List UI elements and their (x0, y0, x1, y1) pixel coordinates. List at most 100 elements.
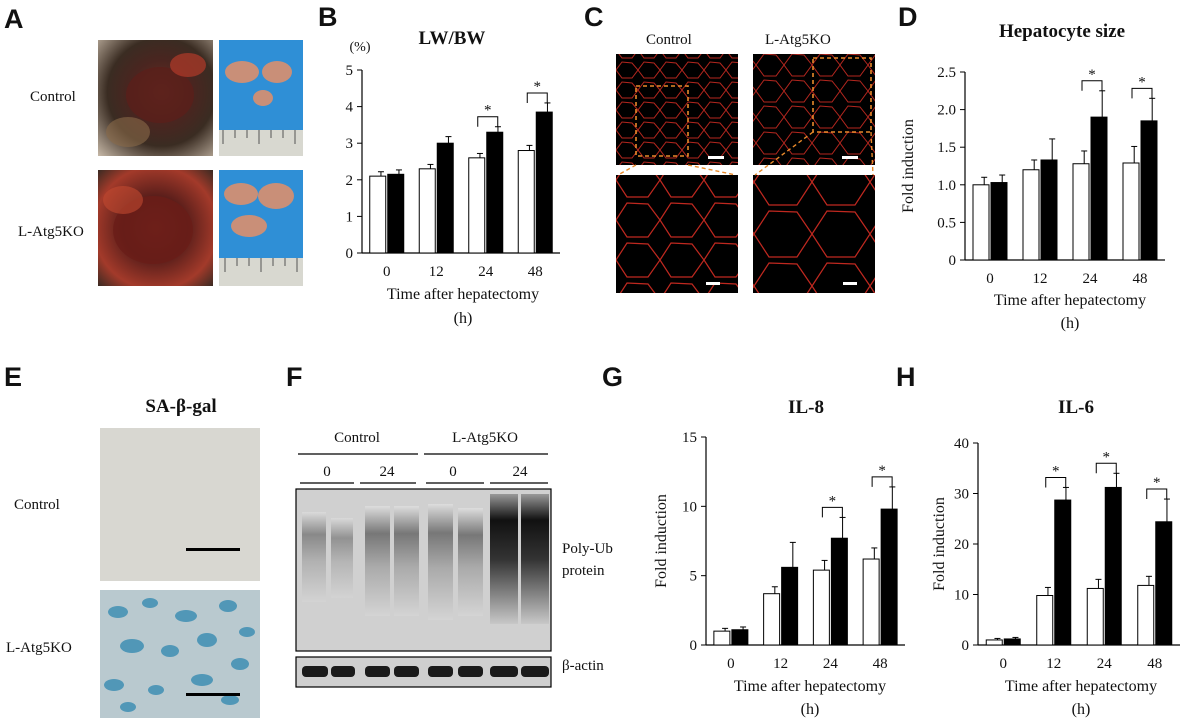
panel-letter-e: E (4, 362, 23, 392)
panel-f-group-ko: L-Atg5KO (452, 430, 518, 446)
chart-d-bar-s0-2 (1072, 163, 1090, 261)
chart-d-bar-s1-3 (1140, 120, 1158, 261)
chart-h-xtick-label-2: 24 (1097, 656, 1113, 672)
panel-c-col-label-control: Control (646, 32, 692, 48)
ko-zoom-box (812, 57, 872, 133)
panel-letter-c: C (584, 2, 604, 32)
chart-b-ytick-label-1: 1 (346, 209, 354, 225)
chart-g-sig-bracket-2 (821, 506, 843, 518)
control-scale-bar-top (708, 156, 724, 159)
chart-d-xunit: (h) (1061, 315, 1080, 332)
chart-d-ytick-label-3: 1.5 (937, 140, 956, 156)
chart-b-sig-bracket-2 (477, 116, 499, 127)
panel-f-band-actin: β-actin (562, 658, 604, 674)
panel-letter-h: H (896, 362, 916, 392)
polyub-smear-1a (302, 512, 326, 602)
panel-letter-b: B (318, 2, 338, 32)
polyub-smear-1b (331, 518, 353, 598)
chart-d-sig-bracket-2 (1081, 80, 1103, 91)
chart-g-ytick-label-3: 15 (682, 430, 697, 446)
chart-d-ylabel: Fold induction (900, 119, 917, 213)
chart-g-bar-s1-1 (781, 566, 799, 646)
chart-b-bar-s1-2 (486, 131, 504, 254)
chart-g-ytick-label-2: 10 (682, 499, 697, 515)
chart-g-sig-star-2: * (829, 493, 837, 509)
chart-h-ytick-label-1: 10 (954, 588, 969, 604)
chart-h-xtick-label-0: 0 (1000, 656, 1008, 672)
chart-g-ytick-label-1: 5 (690, 569, 698, 585)
chart-h-bar-s1-2 (1104, 486, 1122, 646)
chart-h-ytick-label-2: 20 (954, 537, 969, 553)
chart-g-ylabel: Fold induction (653, 494, 670, 588)
chart-b-bar-s1-3 (535, 111, 553, 254)
chart-g-xtick-label-0: 0 (727, 656, 735, 672)
panel-letter-a: A (4, 4, 24, 34)
chart-g-bar-s1-0 (731, 629, 749, 646)
ko-scale-bar-top (842, 156, 858, 159)
control-sa-bgal-image (100, 428, 260, 581)
panel-letter-g: G (602, 362, 624, 392)
control-liver-photo (219, 40, 303, 156)
chart-g-xtick-label-1: 12 (773, 656, 788, 672)
panel-a-row-label-ko: L-Atg5KO (18, 224, 84, 240)
chart-g-bar-s0-3 (862, 558, 880, 646)
panel-f-lane-4: 24 (512, 464, 528, 480)
chart-b-sig-star-2: * (484, 103, 492, 119)
chart-b-xunit: (h) (454, 310, 473, 327)
chart-g-xtick-label-3: 48 (873, 656, 888, 672)
chart-g-bar-s1-3 (880, 508, 898, 646)
chart-d-ytick-label-2: 1.0 (937, 178, 956, 194)
panel-f-band-polyub-line1: Poly-Ub (562, 541, 613, 557)
control-liver-drawing (219, 61, 303, 156)
panel-f-lane-3: 0 (449, 464, 457, 480)
chart-b-xlabel: Time after hepatectomy (387, 286, 539, 303)
chart-d-xlabel: Time after hepatectomy (994, 292, 1146, 309)
control-zoom-line-right (687, 164, 737, 176)
panel-f-lane-1: 0 (323, 464, 331, 480)
chart-h-xtick-label-3: 48 (1147, 656, 1162, 672)
chart-d-ytick-label-4: 2.0 (937, 103, 956, 119)
chart-h-sig-star-3: * (1153, 475, 1161, 491)
chart-b-bar-s0-3 (517, 150, 535, 254)
chart-b-ytick-label-2: 2 (346, 173, 354, 189)
panel-c-col-label-ko: L-Atg5KO (765, 32, 831, 48)
chart-b-bar-s0-1 (418, 168, 436, 254)
chart-b-unit: (%) (350, 40, 371, 55)
control-abdomen-texture (106, 53, 206, 147)
chart-b-sig-star-3: * (534, 79, 542, 95)
polyub-smear-3a (428, 504, 453, 620)
chart-g-xtick-label-2: 24 (823, 656, 839, 672)
chart-d-bar-s0-3 (1122, 162, 1140, 261)
chart-g-sig-star-3: * (878, 463, 886, 479)
ko-histology-bottom (753, 175, 875, 293)
chart-d-bar-s0-1 (1022, 169, 1040, 261)
chart-h-bar-s1-3 (1155, 521, 1173, 646)
chart-g-ytick-label-0: 0 (690, 638, 698, 654)
chart-g-bar-s0-1 (763, 593, 781, 646)
ko-scale-bar-bottom (843, 282, 857, 285)
chart-h-bar-s1-0 (1003, 638, 1021, 646)
panel-f-group-control: Control (334, 430, 380, 446)
chart-h-bar-s0-3 (1137, 584, 1155, 646)
control-sa-bgal-scale-bar (186, 548, 240, 551)
chart-b-bar-s1-1 (436, 142, 454, 254)
chart-d-xtick-label-0: 0 (986, 271, 994, 287)
chart-h-xlabel: Time after hepatectomy (1005, 678, 1157, 695)
chart-b-bar-s0-0 (369, 175, 387, 254)
chart-h-title: IL-6 (1058, 397, 1094, 418)
ko-liver-drawing (219, 183, 303, 286)
chart-h-bar-s0-0 (985, 639, 1003, 646)
chart-g-sig-bracket-3 (871, 476, 893, 487)
chart-d-ytick-label-5: 2.5 (937, 65, 956, 81)
chart-g-title: IL-8 (788, 397, 824, 418)
chart-d-xtick-label-2: 24 (1083, 271, 1099, 287)
chart-b-bar-s0-2 (468, 157, 486, 254)
ko-zoom-line-right (870, 131, 874, 176)
chart-g-xunit: (h) (801, 701, 820, 718)
control-zoom-line-left (617, 164, 637, 176)
chart-h-bar-s0-2 (1086, 587, 1104, 646)
chart-h-xtick-label-1: 12 (1046, 656, 1061, 672)
